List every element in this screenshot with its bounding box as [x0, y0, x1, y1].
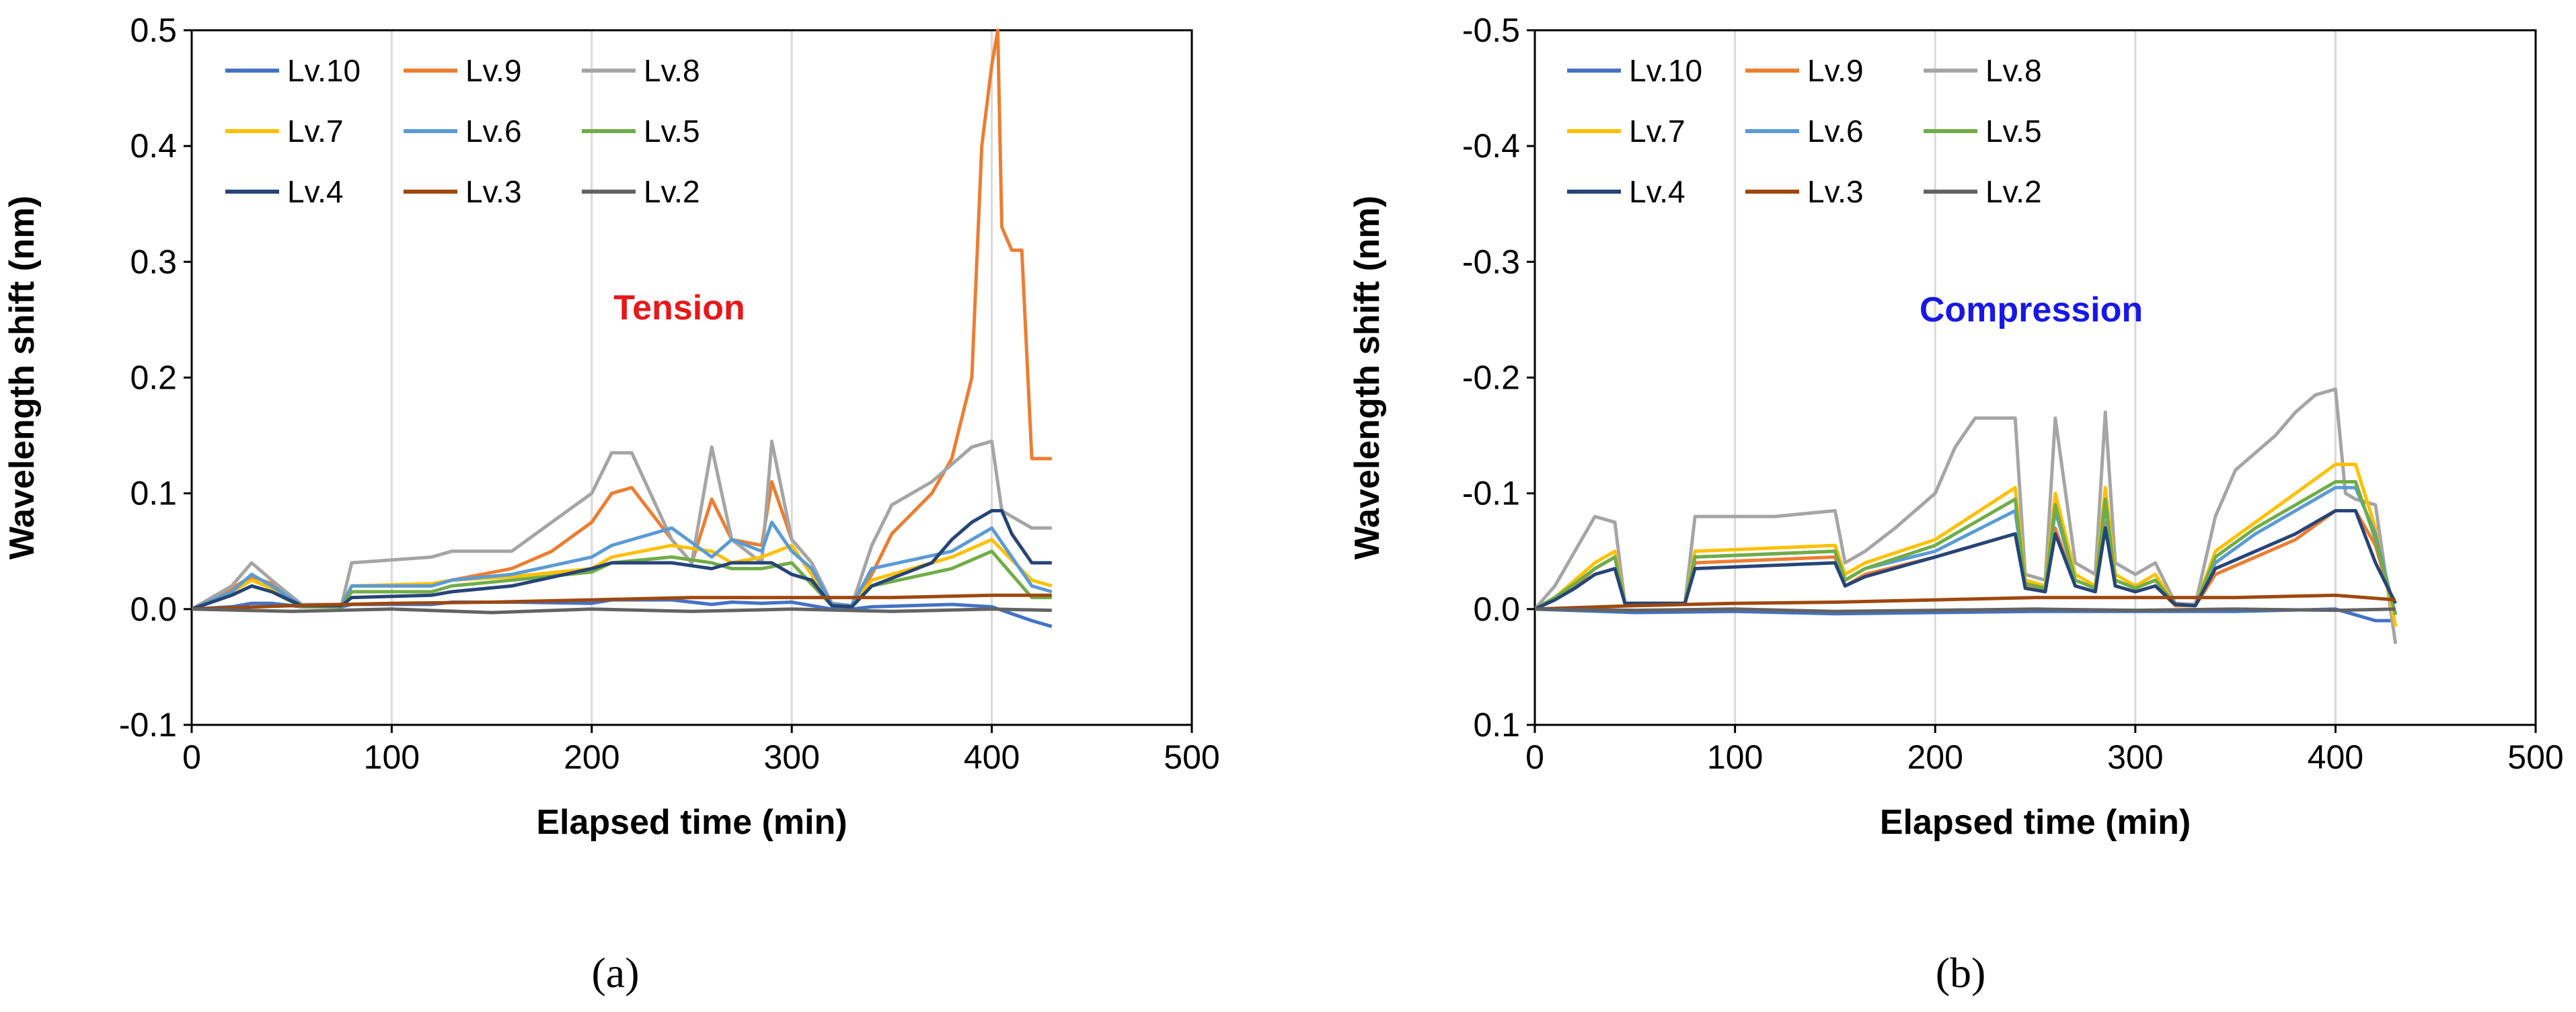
y-tick-label-4: 0.3	[130, 243, 177, 280]
y-tick-label-5: 0.4	[130, 127, 177, 165]
y-tick-label-5: -0.4	[1462, 127, 1520, 165]
legend-item-lv6: Lv.6	[1745, 114, 1864, 149]
legend-item-lv10: Lv.10	[1567, 53, 1702, 88]
x-tick-label-4: 400	[2308, 738, 2363, 776]
y-tick-label-0: -0.1	[119, 706, 177, 744]
legend-item-lv4: Lv.4	[1567, 174, 1685, 209]
legend-item-lv3: Lv.3	[1745, 174, 1864, 209]
y-axis-title: Wavelength shift (nm)	[3, 196, 42, 559]
legend-label: Lv.10	[287, 53, 361, 88]
x-tick-label-1: 100	[364, 738, 420, 776]
y-tick-label-6: 0.5	[130, 11, 177, 49]
legend-label: Lv.5	[1985, 114, 2042, 149]
chart-panel-2: 0 100 200 300 400 500 0.1 0.0 -0.1 -0.2 -0.3 -0.4 -0…	[1348, 11, 2564, 997]
legend-item-lv10: Lv.10	[225, 53, 361, 88]
annotation-label: Compression	[1920, 290, 2143, 329]
legend-label: Lv.4	[1629, 174, 1685, 209]
legend-label: Lv.8	[1985, 53, 2042, 88]
legend-label: Lv.9	[465, 53, 522, 88]
x-tick-label-2: 200	[1907, 738, 1963, 776]
y-tick-label-3: 0.2	[130, 359, 177, 397]
legend-label: Lv.7	[1629, 114, 1685, 149]
series-line-lv10	[1535, 607, 2396, 623]
legend-label: Lv.8	[644, 53, 700, 88]
series-line-lv2	[192, 607, 1052, 615]
x-tick-label-2: 200	[564, 738, 619, 776]
legend-label: Lv.2	[1985, 174, 2042, 209]
x-tick-label-0: 0	[182, 738, 201, 776]
legend-item-lv2: Lv.2	[1924, 174, 2042, 209]
legend-label: Lv.10	[1629, 53, 1702, 88]
series-group	[192, 28, 1053, 629]
series-line-lv8	[192, 439, 1052, 611]
legend-item-lv8: Lv.8	[582, 53, 700, 88]
x-tick-label-5: 500	[1164, 738, 1219, 776]
legend-label: Lv.3	[465, 174, 522, 209]
y-axis-title: Wavelength shift (nm)	[1348, 196, 1387, 559]
legend-label: Lv.4	[287, 174, 344, 209]
y-tick-label-2: -0.1	[1462, 475, 1520, 512]
series-line-lv3	[192, 593, 1052, 611]
x-tick-label-1: 100	[1707, 738, 1763, 776]
legend-item-lv2: Lv.2	[582, 174, 700, 209]
x-tick-label-0: 0	[1525, 738, 1544, 776]
x-tick-label-3: 300	[763, 738, 819, 776]
y-tick-label-1: 0.0	[1473, 590, 1520, 628]
legend-item-lv5: Lv.5	[1924, 114, 2042, 149]
legend-label: Lv.6	[465, 114, 522, 149]
x-axis-title: Elapsed time (min)	[1880, 803, 2191, 842]
y-tick-label-1: 0.0	[130, 590, 177, 628]
panel-caption: (b)	[1936, 949, 1986, 997]
y-tick-label-2: 0.1	[130, 475, 177, 512]
legend-label: Lv.6	[1807, 114, 1864, 149]
y-tick-label-0: 0.1	[1473, 706, 1520, 744]
legend-label: Lv.9	[1807, 53, 1864, 88]
legend-item-lv7: Lv.7	[1567, 114, 1685, 149]
chart-panel-1: 0 100 200 300 400 500 -0.1 0.0 0.1 0.2 0.3 0.4 0.5 El…	[3, 11, 1220, 997]
series-group	[1535, 387, 2398, 644]
legend-item-lv6: Lv.6	[404, 114, 522, 149]
series-line-lv3	[1535, 593, 2396, 611]
legend-item-lv8: Lv.8	[1924, 53, 2042, 88]
legend-label: Lv.2	[644, 174, 700, 209]
y-tick-label-3: -0.2	[1462, 359, 1520, 397]
legend-item-lv3: Lv.3	[404, 174, 522, 209]
y-tick-label-6: -0.5	[1462, 11, 1520, 49]
annotation-label: Tension	[613, 288, 745, 327]
legend-item-lv9: Lv.9	[404, 53, 522, 88]
legend-item-lv4: Lv.4	[225, 174, 344, 209]
x-axis-title: Elapsed time (min)	[536, 803, 847, 842]
x-tick-label-3: 300	[2107, 738, 2163, 776]
x-tick-label-5: 500	[2507, 738, 2563, 776]
legend-label: Lv.5	[644, 114, 700, 149]
series-line-lv4	[1535, 509, 2397, 611]
series-line-lv2	[1535, 607, 2396, 613]
legend-label: Lv.3	[1807, 174, 1864, 209]
legend-item-lv5: Lv.5	[582, 114, 700, 149]
panel-caption: (a)	[591, 949, 639, 997]
x-tick-label-4: 400	[964, 738, 1020, 776]
legend-item-lv7: Lv.7	[225, 114, 344, 149]
y-tick-label-4: -0.3	[1462, 243, 1520, 280]
legend-label: Lv.7	[287, 114, 344, 149]
legend-item-lv9: Lv.9	[1745, 53, 1864, 88]
